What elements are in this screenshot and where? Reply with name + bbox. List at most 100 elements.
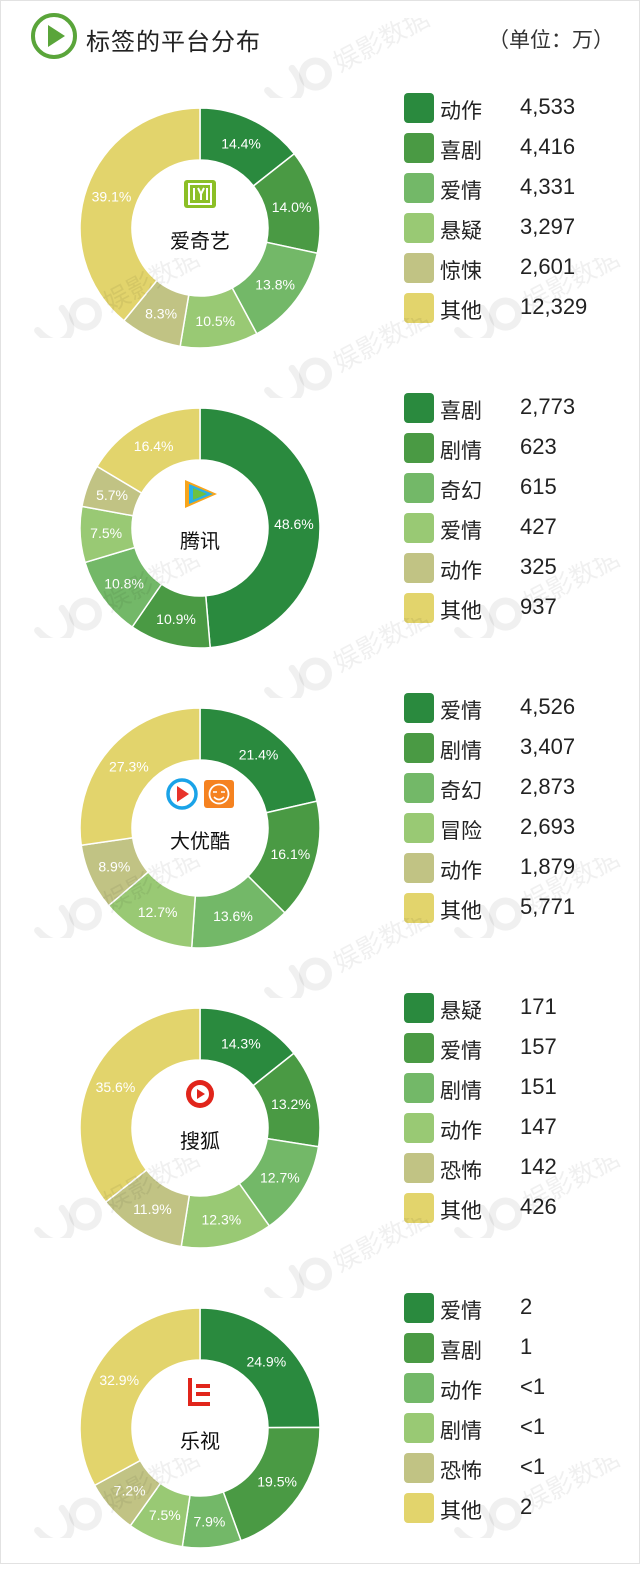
legend-value: 623 <box>520 434 557 459</box>
youku-tudou-logo-icon <box>166 778 234 810</box>
legend-value: <1 <box>520 1454 546 1479</box>
legend-swatch <box>404 1493 434 1523</box>
platform-section: 14.4% 14.0% 13.8% 10.5% 8.3% 39.1% 爱奇艺 动作 4,533 喜… <box>0 18 640 388</box>
legend-item: 其他 12,329 <box>404 293 640 323</box>
legend-swatch <box>404 393 434 423</box>
legend-item: 冒险 2,693 <box>404 813 640 843</box>
legend-swatch <box>404 473 434 503</box>
legend-swatch <box>404 593 434 623</box>
legend-label: 悬疑 <box>440 220 482 243</box>
legend-label: 剧情 <box>440 1420 482 1443</box>
legend-label: 爱情 <box>440 520 482 543</box>
legend-value: 426 <box>520 1194 557 1219</box>
legend-item: 爱情 4,331 <box>404 173 640 203</box>
platform-section: 24.9% 19.5% 7.9% 7.5% 7.2% 32.9% 乐视 爱情 2 喜剧 1 动作 <1 剧… <box>0 1218 640 1588</box>
legend-item: 剧情 151 <box>404 1073 640 1103</box>
legend-item: 动作 4,533 <box>404 93 640 123</box>
legend-swatch <box>404 513 434 543</box>
legend-value: 1 <box>520 1334 533 1359</box>
slice-percent-label: 11.9% <box>133 1201 172 1217</box>
legend-label: 动作 <box>440 100 482 123</box>
slice-percent-label: 12.7% <box>138 904 178 920</box>
legend-value: 151 <box>520 1074 557 1099</box>
legend-item: 恐怖 <1 <box>404 1453 640 1483</box>
slice-percent-label: 14.3% <box>221 1035 261 1051</box>
legend-swatch <box>404 1153 434 1183</box>
iqiyi-logo-icon <box>184 180 216 208</box>
slice-percent-label: 13.2% <box>271 1096 311 1112</box>
legend-value: 171 <box>520 994 557 1019</box>
legend-value: 2,601 <box>520 254 576 279</box>
slice-percent-label: 13.8% <box>255 277 295 293</box>
platform-section: 14.3% 13.2% 12.7% 12.3% 11.9% 35.6% 搜狐 悬疑 171 爱情 1… <box>0 918 640 1288</box>
legend-swatch <box>404 733 434 763</box>
legend-swatch <box>404 893 434 923</box>
slice-percent-label: 16.4% <box>134 438 174 454</box>
legend-swatch <box>404 433 434 463</box>
legend-value: 325 <box>520 554 557 579</box>
legend-swatch <box>404 813 434 843</box>
legend-value: 615 <box>520 474 557 499</box>
legend-label: 其他 <box>440 1500 482 1523</box>
slice-percent-label: 7.5% <box>90 525 122 541</box>
legend-label: 动作 <box>440 860 482 883</box>
slice-percent-label: 39.1% <box>92 188 132 204</box>
legend-label: 冒险 <box>440 820 482 843</box>
legend-item: 剧情 <1 <box>404 1413 640 1443</box>
legend-swatch <box>404 1333 434 1363</box>
legend-label: 动作 <box>440 1120 482 1143</box>
legend-item: 悬疑 171 <box>404 993 640 1023</box>
legend-item: 剧情 3,407 <box>404 733 640 763</box>
legend-item: 其他 5,771 <box>404 893 640 923</box>
legend-label: 悬疑 <box>440 1000 482 1023</box>
slice-percent-label: 10.9% <box>156 611 196 627</box>
legend-item: 动作 325 <box>404 553 640 583</box>
legend-value: 2,693 <box>520 814 576 839</box>
platform-name: 搜狐 <box>180 1129 220 1153</box>
legend-item: 其他 426 <box>404 1193 640 1223</box>
legend-item: 恐怖 142 <box>404 1153 640 1183</box>
legend-swatch <box>404 213 434 243</box>
header: 标签的平台分布 （单位：万） <box>0 0 640 78</box>
donut-slice <box>96 407 201 495</box>
legend-item: 爱情 427 <box>404 513 640 543</box>
sohu-video-logo-icon <box>186 1080 214 1108</box>
donut-slice <box>199 1307 321 1429</box>
legend-swatch <box>404 293 434 323</box>
legend-label: 爱情 <box>440 700 482 723</box>
legend-value: 4,533 <box>520 94 576 119</box>
legend-value: 2,773 <box>520 394 576 419</box>
legend-item: 动作 147 <box>404 1113 640 1143</box>
slice-percent-label: 35.6% <box>96 1079 136 1095</box>
legend-item: 动作 <1 <box>404 1373 640 1403</box>
legend-item: 奇幻 2,873 <box>404 773 640 803</box>
donut-slice <box>79 1307 201 1487</box>
platform-name: 乐视 <box>180 1429 220 1453</box>
donut-slice <box>79 1007 201 1204</box>
tencent-video-logo-icon <box>185 480 217 508</box>
legend-value: <1 <box>520 1374 546 1399</box>
legend-value: 142 <box>520 1154 557 1179</box>
legend-value: 4,526 <box>520 694 576 719</box>
slice-percent-label: 14.4% <box>221 135 261 151</box>
slice-percent-label: 10.5% <box>195 313 235 329</box>
slice-percent-label: 10.8% <box>104 575 144 591</box>
slice-percent-label: 14.0% <box>272 199 312 215</box>
donut-chart: 14.3% 13.2% 12.7% 12.3% 11.9% 35.6% 搜狐 <box>60 988 340 1268</box>
slice-percent-label: 8.9% <box>98 859 130 875</box>
legend-label: 爱情 <box>440 180 482 203</box>
slice-percent-label: 12.3% <box>202 1212 242 1228</box>
legend-item: 爱情 157 <box>404 1033 640 1063</box>
donut-slice <box>79 707 201 847</box>
legend-label: 奇幻 <box>440 780 482 803</box>
legend-item: 喜剧 2,773 <box>404 393 640 423</box>
legend-swatch <box>404 93 434 123</box>
donut-chart: 48.6% 10.9% 10.8% 7.5% 5.7% 16.4% 腾讯 <box>60 388 340 668</box>
legend-swatch <box>404 693 434 723</box>
legend-label: 其他 <box>440 600 482 623</box>
legend-item: 喜剧 4,416 <box>404 133 640 163</box>
legend-item: 剧情 623 <box>404 433 640 463</box>
donut-chart: 24.9% 19.5% 7.9% 7.5% 7.2% 32.9% 乐视 <box>60 1288 340 1568</box>
platform-name: 爱奇艺 <box>170 229 230 253</box>
legend-label: 爱情 <box>440 1040 482 1063</box>
